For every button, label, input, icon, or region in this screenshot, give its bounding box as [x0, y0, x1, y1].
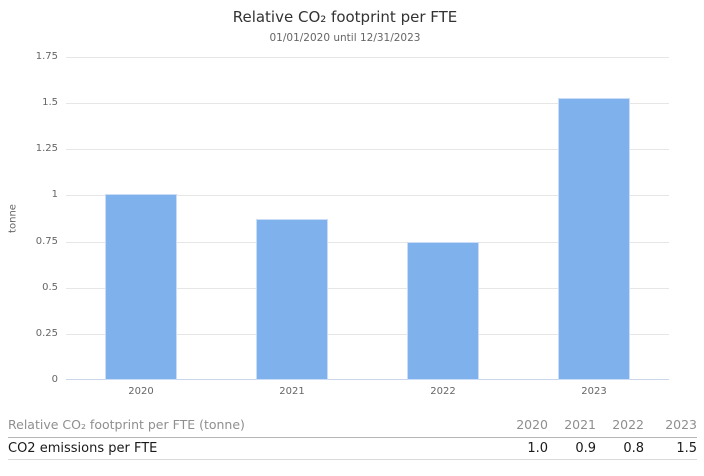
- table-col-2020: 2020: [516, 417, 548, 432]
- grid-line: [66, 149, 669, 150]
- table-row-label: CO2 emissions per FTE: [8, 441, 158, 456]
- table-header-row: Relative CO₂ footprint per FTE (tonne) 2…: [8, 412, 697, 438]
- bar-2022[interactable]: [407, 242, 479, 380]
- table-row: CO2 emissions per FTE 1.0 0.9 0.8 1.5: [8, 438, 697, 460]
- x-tick-label-2022: 2022: [430, 386, 456, 397]
- table-value-2021: 0.9: [575, 441, 596, 456]
- table-col-2022: 2022: [612, 417, 644, 432]
- y-tick-label: 0.25: [35, 328, 58, 339]
- x-tick-label-2023: 2023: [581, 386, 607, 397]
- plot-area: 0 0.25 0.5 0.75 1 1.25 1.5 1.75 2020 2021 2022 2023: [36, 51, 669, 397]
- bar-2021[interactable]: [256, 219, 328, 380]
- table-header-label: Relative CO₂ footprint per FTE (tonne): [8, 417, 245, 432]
- y-tick-label: 0.5: [42, 282, 58, 293]
- grid-line: [66, 103, 669, 104]
- x-tick-label-2021: 2021: [279, 386, 305, 397]
- bar-2023[interactable]: [558, 98, 630, 380]
- chart-title: Relative CO₂ footprint per FTE: [232, 8, 458, 26]
- table-year-columns: 2020 2021 2022 2023: [500, 417, 697, 432]
- chart-subtitle: 01/01/2020 until 12/31/2023: [269, 32, 421, 44]
- summary-table: Relative CO₂ footprint per FTE (tonne) 2…: [8, 412, 697, 460]
- table-value-2022: 0.8: [623, 441, 644, 456]
- bar-2020[interactable]: [105, 194, 177, 380]
- table-value-2023: 1.5: [676, 441, 697, 456]
- y-tick-label: 0.75: [35, 236, 58, 247]
- x-axis-line: [66, 379, 669, 380]
- grid-line: [66, 334, 669, 335]
- table-col-2021: 2021: [564, 417, 596, 432]
- x-tick-label-2020: 2020: [128, 386, 154, 397]
- grid-line: [66, 288, 669, 289]
- table-value-2020: 1.0: [527, 441, 548, 456]
- y-tick-label: 1: [51, 189, 58, 200]
- y-tick-label: 1.25: [35, 143, 58, 154]
- grid-line: [66, 57, 669, 58]
- table-row-values: 1.0 0.9 0.8 1.5: [500, 441, 697, 456]
- table-col-2023: 2023: [665, 417, 697, 432]
- y-tick-label: 1.5: [42, 97, 58, 108]
- y-tick-label: 1.75: [35, 51, 58, 62]
- y-tick-label: 0: [51, 374, 58, 385]
- grid-line: [66, 195, 669, 196]
- grid-line: [66, 242, 669, 243]
